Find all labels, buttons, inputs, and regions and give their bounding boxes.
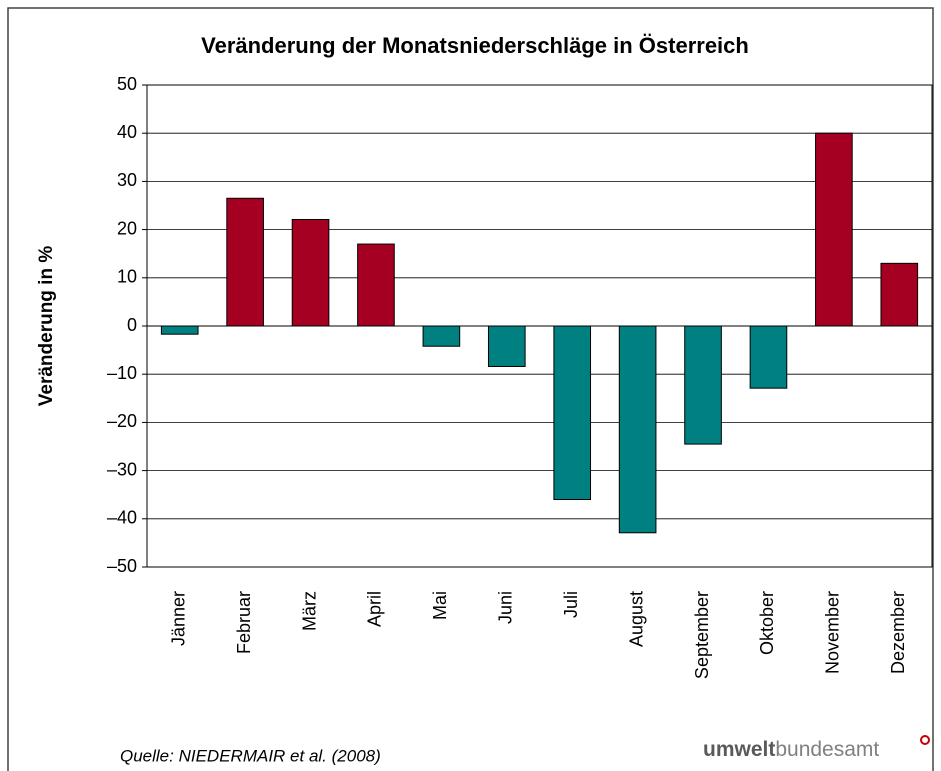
x-tick-label: Oktober xyxy=(757,591,777,655)
logo-bold: umwelt xyxy=(703,738,775,761)
x-tick-label: Februar xyxy=(234,591,254,654)
x-tick-label: März xyxy=(299,591,319,631)
x-tick-label: April xyxy=(365,591,385,627)
x-tick-label: August xyxy=(626,591,646,647)
bar xyxy=(553,325,592,501)
bar xyxy=(357,243,395,327)
y-tick-label: 50 xyxy=(117,74,137,94)
chart-title: Veränderung der Monatsniederschläge in Ö… xyxy=(201,33,749,58)
bar xyxy=(815,132,853,327)
bar xyxy=(226,197,264,327)
x-tick-label: Juli xyxy=(561,591,581,618)
bar xyxy=(749,325,788,389)
x-tick-label: September xyxy=(692,591,712,679)
bar xyxy=(291,218,330,327)
y-tick-label: –40 xyxy=(107,508,137,528)
y-tick-label: –50 xyxy=(107,556,137,576)
source: Quelle: NIEDERMAIR et al. (2008) xyxy=(120,746,381,765)
y-axis-label: Veränderung in % xyxy=(36,246,57,407)
x-tick-label: Juni xyxy=(496,591,516,624)
logo-rest: bundesamt xyxy=(775,738,879,761)
y-tick-label: 0 xyxy=(127,315,137,335)
bar xyxy=(422,325,461,347)
y-tick-label: 40 xyxy=(117,122,137,142)
y-tick-label: 10 xyxy=(117,267,137,287)
bar xyxy=(684,325,722,445)
x-tick-label: Dezember xyxy=(888,591,908,674)
x-tick-label: Mai xyxy=(430,591,450,620)
bar xyxy=(880,262,919,327)
logo-mark xyxy=(920,735,930,745)
x-tick-label: Jänner xyxy=(168,591,188,646)
bar xyxy=(160,325,199,335)
logo-text: umweltbundesamt xyxy=(703,738,879,761)
y-tick-label: –20 xyxy=(107,411,137,431)
bar xyxy=(487,325,526,367)
y-tick-label: –30 xyxy=(107,459,137,479)
x-tick-label: November xyxy=(823,591,843,674)
logo: umweltbundesamt xyxy=(703,735,930,761)
y-tick-label: –10 xyxy=(107,363,137,383)
y-tick-label: 30 xyxy=(117,170,137,190)
y-tick-label: 20 xyxy=(117,218,137,238)
bar xyxy=(618,325,657,534)
